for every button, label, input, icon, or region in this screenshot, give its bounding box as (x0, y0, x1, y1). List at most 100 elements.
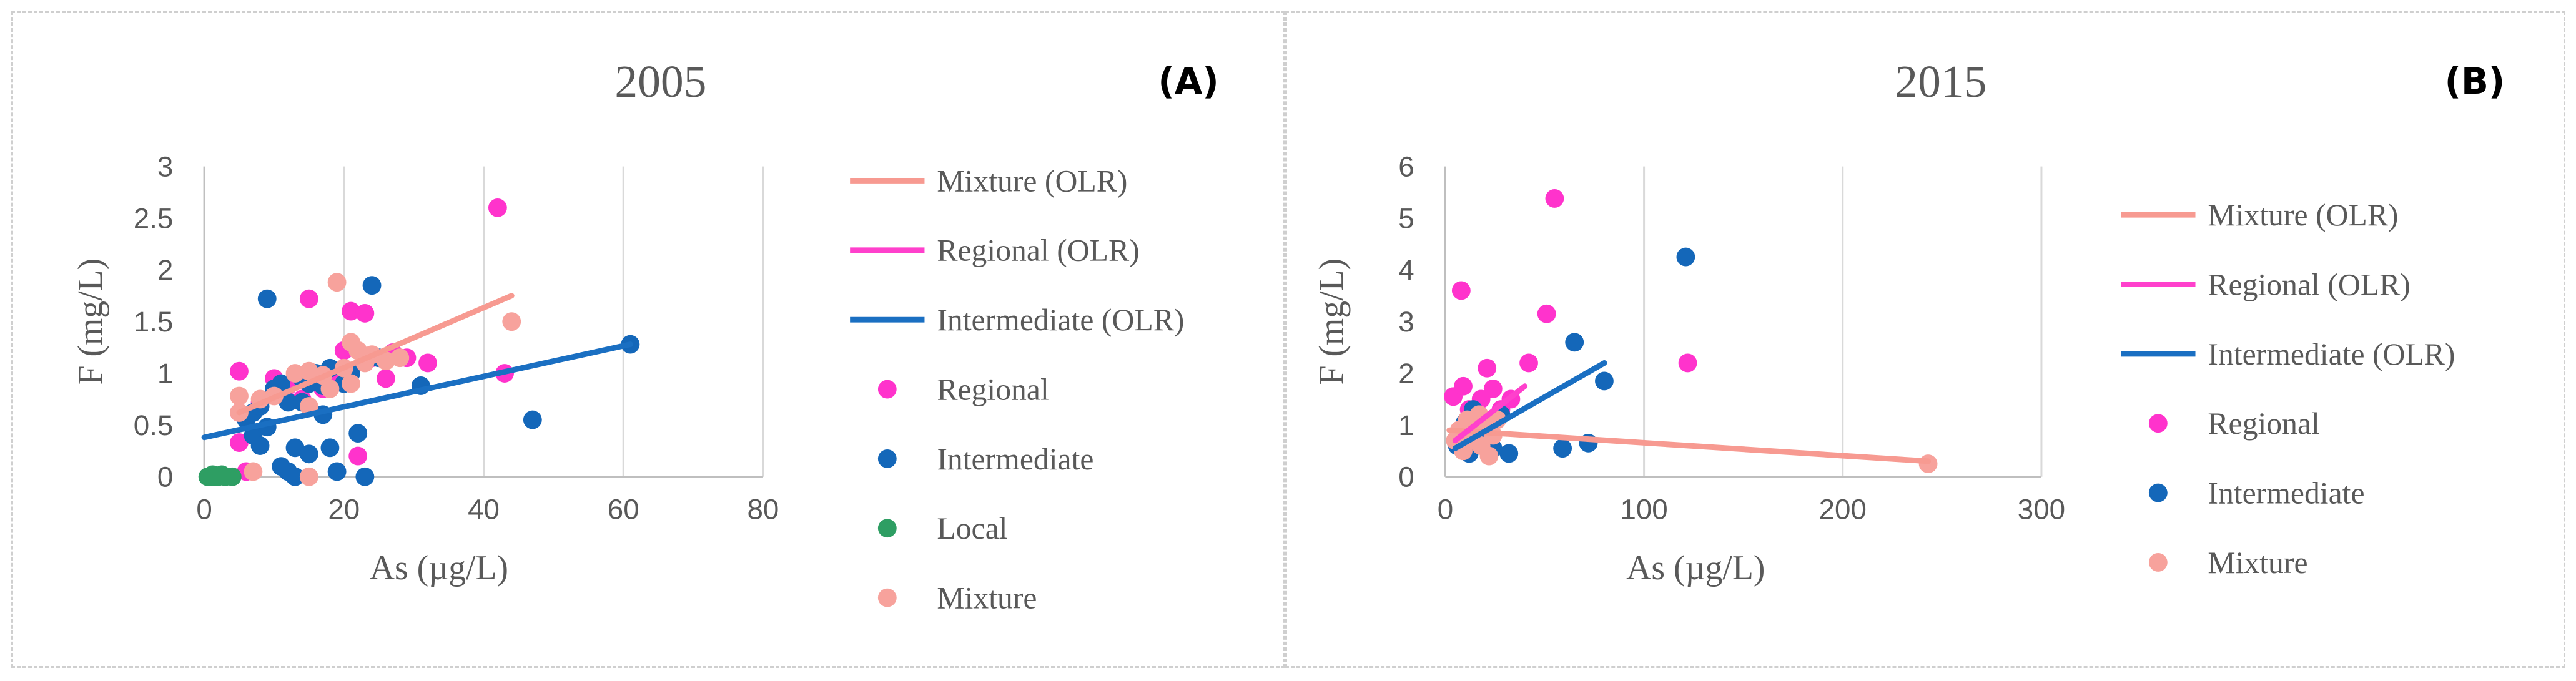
y-axis-title: F (mg/L) (1312, 258, 1351, 385)
y-tick-label: 0 (1398, 461, 1414, 493)
data-point-mixture (390, 348, 410, 368)
legend-label: Regional (2208, 406, 2319, 441)
data-point-regional (1478, 358, 1497, 378)
data-point-regional (230, 433, 249, 452)
data-point-mixture (299, 467, 318, 486)
data-point-intermediate (257, 289, 277, 308)
legend-marker-swatch (2148, 414, 2168, 433)
data-point-regional (1483, 379, 1503, 398)
legend-marker-swatch (877, 588, 897, 607)
trend-line-intermediate_line (1452, 360, 1607, 451)
data-point-local (212, 465, 231, 484)
data-point-intermediate (1499, 444, 1519, 463)
data-point-regional (355, 303, 375, 323)
x-tick-label: 60 (608, 493, 639, 525)
data-point-mixture (342, 374, 360, 393)
legend-marker-swatch (877, 380, 897, 399)
chart-title: 2015 (1895, 56, 1986, 107)
data-point-regional (488, 198, 507, 217)
trend-line-mixture_line (236, 293, 515, 416)
legend-label: Regional (937, 372, 1049, 406)
y-tick-label: 1.5 (134, 306, 174, 338)
legend-label: Intermediate (OLR) (2208, 337, 2455, 371)
y-axis-title: F (mg/L) (71, 258, 110, 385)
data-point-mixture (244, 462, 263, 481)
x-tick-label: 100 (1620, 493, 1667, 525)
x-tick-label: 0 (196, 493, 212, 525)
x-tick-label: 80 (748, 493, 779, 525)
data-point-regional (1678, 353, 1697, 373)
legend-label: Regional (OLR) (937, 233, 1139, 268)
data-point-regional (348, 446, 368, 466)
y-tick-label: 1 (157, 358, 173, 389)
data-point-intermediate (320, 438, 340, 458)
legend-label: Local (937, 511, 1007, 546)
panel-2015: 2015 (B) 0 100 200 300 0 1 2 3 4 5 6 As (µg/L) F (mg/L… (1285, 11, 2565, 668)
trend-line-mixture_line (1446, 427, 1932, 464)
y-tick-label: 6 (1398, 151, 1414, 183)
legend-label: Intermediate (2208, 476, 2364, 510)
data-point-mixture (502, 312, 521, 331)
data-point-mixture (1479, 446, 1499, 466)
data-point-intermediate (285, 467, 305, 486)
data-point-intermediate (279, 393, 298, 412)
data-point-regional (1451, 281, 1471, 300)
legend-label: Mixture (OLR) (937, 164, 1127, 198)
data-point-mixture (320, 379, 340, 398)
data-point-intermediate (1676, 247, 1695, 267)
chart-title: 2005 (614, 56, 706, 107)
y-tick-label: 2 (157, 254, 173, 286)
data-point-intermediate (1553, 439, 1572, 458)
panel-label: (A) (1158, 60, 1218, 102)
data-point-intermediate (355, 467, 375, 486)
x-tick-label: 200 (1819, 493, 1867, 525)
y-tick-label: 4 (1398, 254, 1414, 286)
panel-2005: 2005 (A) 0 20 40 60 80 0 0.5 1 1.5 2 2.5 3 As (µg/L) F … (11, 11, 1285, 668)
x-tick-label: 0 (1438, 493, 1453, 525)
y-tick-label: 1 (1398, 409, 1414, 441)
data-point-regional (1537, 304, 1556, 323)
data-point-regional (342, 301, 360, 321)
legend-marker-swatch (877, 449, 897, 468)
legend-label: Regional (OLR) (2208, 267, 2410, 301)
x-tick-label: 40 (468, 493, 500, 525)
y-tick-label: 5 (1398, 202, 1414, 234)
y-tick-label: 2.5 (134, 202, 174, 234)
legend-label: Mixture (OLR) (2208, 198, 2398, 232)
x-tick-label: 20 (328, 493, 360, 525)
legend-marker-swatch (2148, 483, 2168, 502)
trend-line-intermediate_line (201, 341, 633, 441)
data-point-intermediate (1595, 371, 1614, 391)
data-point-mixture (285, 364, 305, 383)
data-point-regional (1454, 376, 1473, 396)
legend-marker-swatch (2148, 553, 2168, 572)
legend-label: Mixture (2208, 546, 2307, 580)
data-point-mixture (230, 386, 249, 406)
y-tick-label: 0 (157, 461, 173, 493)
y-tick-label: 3 (1398, 306, 1414, 338)
y-tick-label: 3 (157, 151, 173, 183)
data-point-intermediate (523, 410, 542, 429)
y-tick-label: 2 (1398, 358, 1414, 389)
legend-marker-swatch (877, 519, 897, 538)
legend-label: Mixture (937, 581, 1037, 615)
data-point-regional (376, 369, 395, 388)
legend-label: Intermediate (OLR) (937, 303, 1184, 337)
data-point-intermediate (327, 462, 347, 481)
data-point-intermediate (348, 424, 368, 443)
x-tick-label: 300 (2018, 493, 2065, 525)
data-point-regional (230, 361, 249, 381)
x-axis-title: As (µg/L) (370, 549, 508, 587)
data-point-regional (418, 353, 437, 373)
y-tick-label: 0.5 (134, 409, 174, 441)
data-point-intermediate (250, 436, 270, 455)
data-point-mixture (327, 273, 347, 292)
data-point-regional (1519, 353, 1538, 373)
data-point-regional (1545, 189, 1564, 208)
data-point-intermediate (1565, 333, 1584, 352)
data-point-intermediate (362, 276, 382, 295)
panel-label: (B) (2445, 60, 2505, 102)
data-point-intermediate (299, 444, 318, 464)
x-axis-title: As (µg/L) (1626, 549, 1765, 587)
data-point-regional (299, 289, 318, 308)
